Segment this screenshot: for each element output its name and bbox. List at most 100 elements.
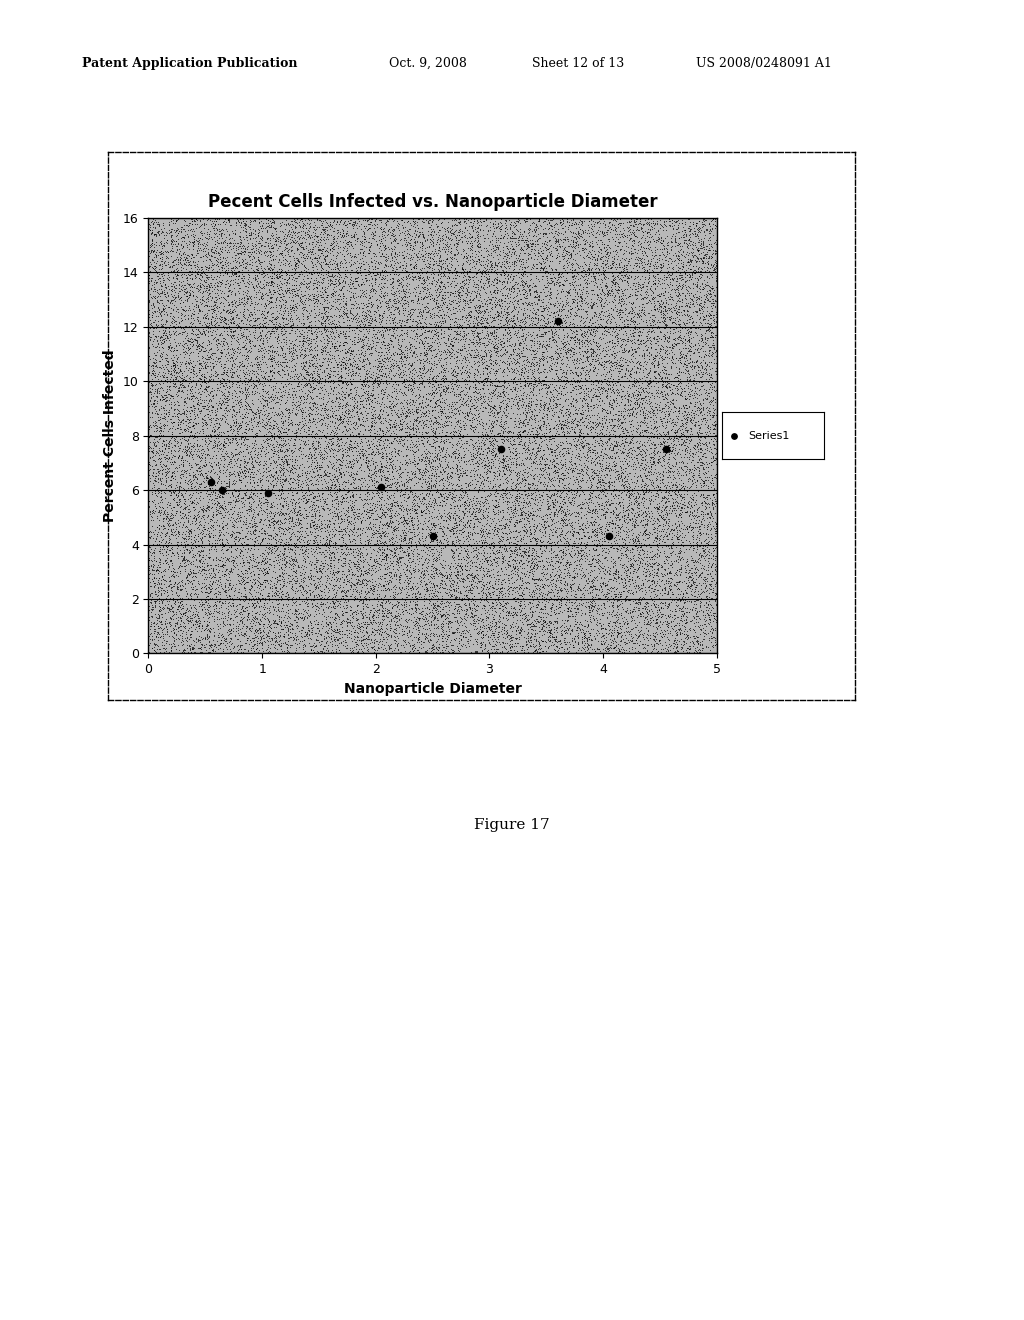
Point xyxy=(356,228,373,249)
Point xyxy=(467,396,483,417)
Point xyxy=(390,432,407,453)
Point xyxy=(288,605,304,626)
Point xyxy=(460,209,476,230)
Point xyxy=(272,244,289,265)
Point xyxy=(382,397,398,418)
Point xyxy=(240,393,256,414)
Point xyxy=(520,218,537,239)
Point xyxy=(225,345,242,366)
Point xyxy=(325,317,341,338)
Point xyxy=(228,290,245,312)
Point xyxy=(529,362,546,383)
Point xyxy=(611,298,628,319)
Point xyxy=(364,310,380,331)
Point xyxy=(404,226,421,247)
Point xyxy=(473,499,489,520)
Point xyxy=(161,297,177,318)
Point xyxy=(386,413,402,434)
Point xyxy=(409,230,425,251)
Point xyxy=(420,389,436,411)
Point xyxy=(182,561,199,582)
Point xyxy=(549,280,565,301)
Point xyxy=(630,329,646,350)
Point xyxy=(187,545,204,566)
Point xyxy=(372,487,388,508)
Point xyxy=(318,216,335,238)
Point xyxy=(297,280,313,301)
Point xyxy=(319,436,336,457)
Point xyxy=(175,408,191,429)
Point xyxy=(206,215,222,236)
Point xyxy=(647,396,664,417)
Point xyxy=(384,355,400,376)
Point xyxy=(548,392,564,413)
Point xyxy=(237,622,253,643)
Point xyxy=(439,578,456,599)
Point xyxy=(253,210,269,231)
Point xyxy=(508,640,524,661)
Point xyxy=(307,455,324,477)
Point xyxy=(180,521,197,543)
Point xyxy=(213,363,229,384)
Point xyxy=(706,498,722,519)
Point xyxy=(362,465,379,486)
Point xyxy=(242,355,258,376)
Point xyxy=(441,341,458,362)
Point xyxy=(556,445,572,466)
Point xyxy=(175,257,191,279)
Point xyxy=(432,281,449,302)
Point xyxy=(645,231,662,252)
Point xyxy=(412,364,428,385)
Point xyxy=(170,248,186,269)
Point xyxy=(179,450,196,471)
Point xyxy=(406,389,422,411)
Point xyxy=(429,479,445,500)
Point xyxy=(425,315,441,337)
Point xyxy=(462,429,478,450)
Point xyxy=(360,450,377,471)
Point xyxy=(708,256,724,277)
Point xyxy=(596,597,612,618)
Point xyxy=(426,636,442,657)
Point xyxy=(645,491,662,512)
Point xyxy=(438,257,455,279)
Point xyxy=(505,433,521,454)
Point xyxy=(695,453,712,474)
Point xyxy=(352,342,369,363)
Point xyxy=(308,560,325,581)
Point xyxy=(359,614,376,635)
Point xyxy=(399,400,416,421)
Point xyxy=(495,421,511,442)
Point xyxy=(647,333,664,354)
Point xyxy=(417,313,433,334)
Point xyxy=(605,292,622,313)
Point xyxy=(539,504,555,525)
Point xyxy=(647,583,664,605)
Point xyxy=(193,384,209,405)
Point xyxy=(371,599,387,620)
Point xyxy=(691,525,708,546)
Point xyxy=(142,414,159,436)
Point xyxy=(574,425,591,446)
Point xyxy=(526,619,543,640)
Point xyxy=(630,378,646,399)
Point xyxy=(588,525,604,546)
Point xyxy=(430,350,446,371)
Point xyxy=(372,628,388,649)
Point xyxy=(553,589,569,610)
Point xyxy=(388,500,404,521)
Point xyxy=(643,226,659,247)
Point xyxy=(507,601,523,622)
Point xyxy=(680,341,696,362)
Point xyxy=(184,329,201,350)
Point xyxy=(233,471,250,492)
Point xyxy=(565,568,582,589)
Point xyxy=(343,458,359,479)
Point xyxy=(334,451,350,473)
Point xyxy=(633,449,649,470)
Point xyxy=(497,508,513,529)
Point xyxy=(458,577,474,598)
Point xyxy=(480,383,497,404)
Point xyxy=(697,247,714,268)
Point xyxy=(597,586,613,607)
